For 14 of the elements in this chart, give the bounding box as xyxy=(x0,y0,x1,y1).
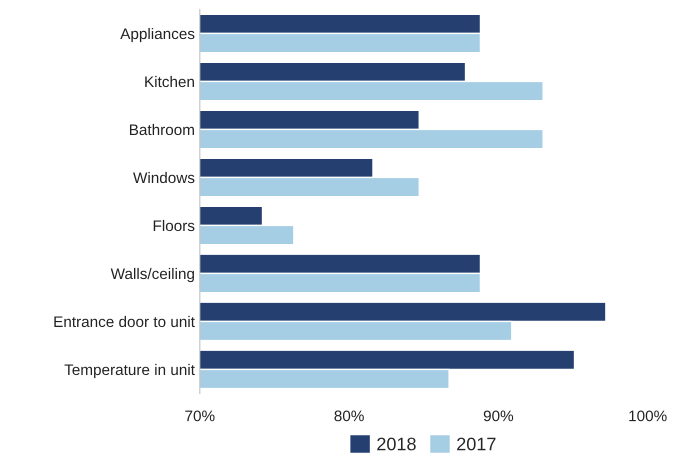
legend-label: 2018 xyxy=(377,438,416,450)
x-tick-label: 70% xyxy=(185,410,215,422)
y-tick-label: Walls/ceiling xyxy=(110,268,194,282)
legend-label: 2017 xyxy=(457,438,496,450)
y-tick-label: Temperature in unit xyxy=(64,364,195,378)
x-tick-label: 100% xyxy=(629,410,667,422)
y-tick-label: Entrance door to unit xyxy=(54,316,195,328)
y-tick-label: Appliances xyxy=(120,28,194,42)
y-tick-label: Kitchen xyxy=(145,76,194,88)
y-tick-label: Floors xyxy=(154,220,194,232)
y-tick-label: Windows xyxy=(133,172,194,184)
x-tick-label: 90% xyxy=(484,410,514,422)
y-tick-label: Bathroom xyxy=(130,124,194,136)
x-tick-label: 80% xyxy=(334,410,364,422)
